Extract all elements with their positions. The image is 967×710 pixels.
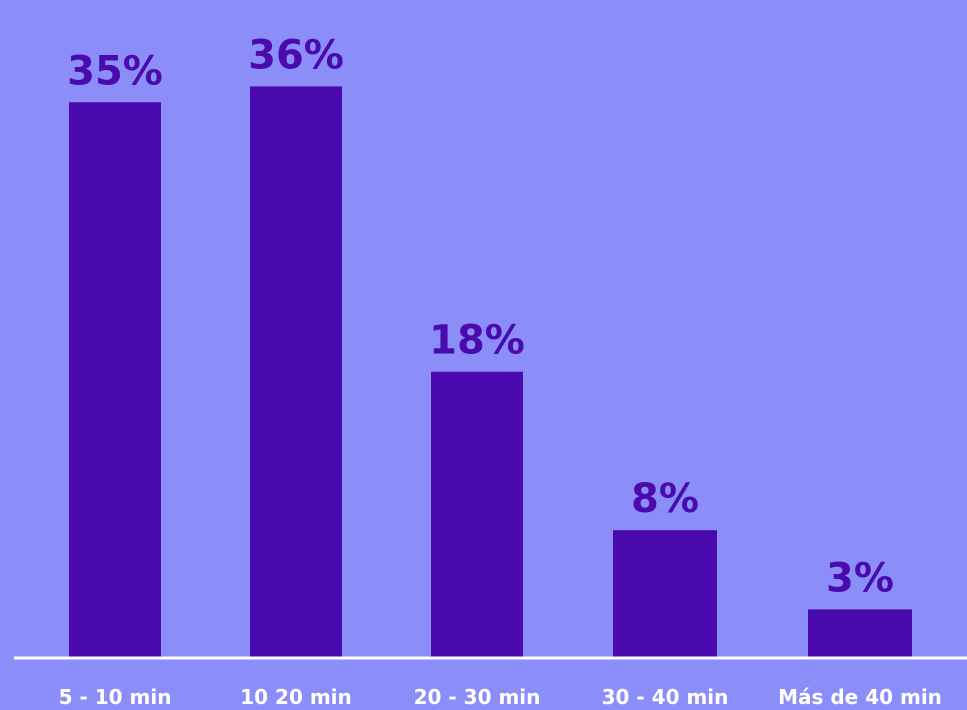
value-label-2: 36% [248, 32, 344, 78]
category-label-3: 20 - 30 min [414, 685, 541, 709]
value-label-4: 8% [631, 476, 699, 522]
category-label-2: 10 20 min [240, 685, 352, 709]
category-label-5: Más de 40 min [778, 685, 942, 709]
bar-1 [69, 102, 161, 657]
value-label-5: 3% [826, 555, 894, 601]
category-labels-layer: 5 - 10 min 10 20 min 20 - 30 min 30 - 40 mi… [59, 685, 942, 709]
bar-2 [250, 86, 342, 657]
value-labels-layer: 35% 36% 18% 8% 3% [67, 32, 894, 601]
category-label-4: 30 - 40 min [602, 685, 729, 709]
value-label-3: 18% [429, 318, 525, 364]
category-label-1: 5 - 10 min [59, 685, 172, 709]
bars-layer [69, 86, 912, 657]
bar-4 [613, 530, 717, 657]
value-label-1: 35% [67, 48, 163, 94]
bar-3 [431, 371, 523, 657]
bar-5 [808, 609, 912, 657]
